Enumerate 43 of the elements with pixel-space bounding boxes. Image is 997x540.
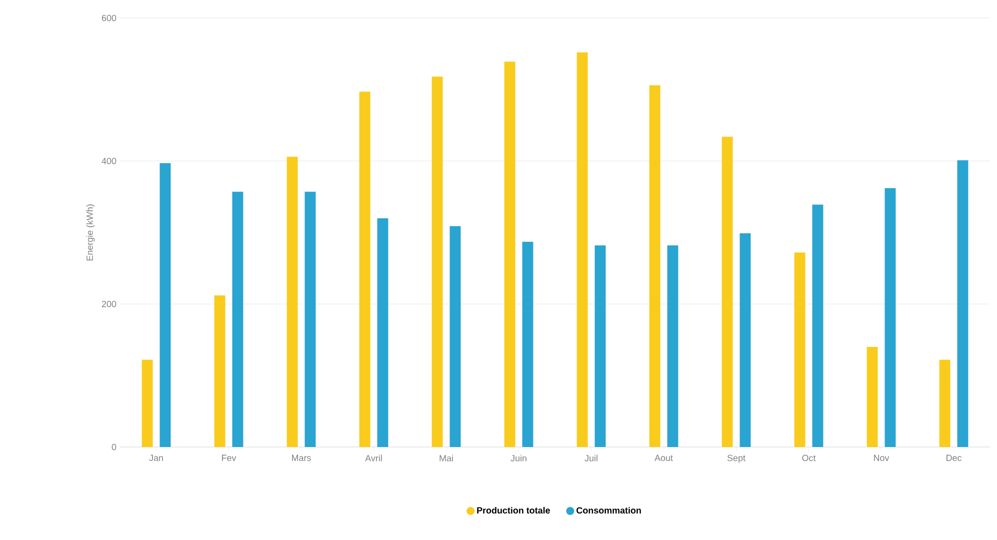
- x-tick-label: Jan: [149, 454, 163, 462]
- bar: [667, 245, 678, 447]
- y-tick-label: 600: [102, 14, 116, 22]
- x-tick-label: Dec: [946, 454, 962, 462]
- bar: [304, 192, 316, 447]
- x-tick-label: Juin: [510, 454, 526, 462]
- bar: [214, 295, 226, 447]
- bar: [722, 136, 733, 447]
- bar: [740, 233, 751, 447]
- bar: [649, 85, 660, 447]
- x-tick-label: Aout: [654, 454, 673, 462]
- bar: [812, 204, 824, 447]
- bar: [377, 218, 388, 447]
- x-tick-label: Fev: [222, 454, 236, 462]
- bar: [866, 346, 878, 447]
- x-tick-label: Mars: [292, 454, 311, 462]
- y-tick-label: 200: [102, 300, 116, 308]
- bar: [594, 245, 606, 447]
- bar: [142, 360, 153, 447]
- x-tick-label: Oct: [802, 454, 816, 462]
- bar: [884, 188, 896, 447]
- bar: [160, 163, 171, 447]
- bar: [450, 226, 461, 447]
- bar: [957, 160, 968, 447]
- legend-label: Production totale: [477, 506, 550, 514]
- bar: [794, 252, 806, 447]
- bar: [576, 52, 588, 447]
- bar: [504, 62, 516, 447]
- bar: [286, 156, 298, 447]
- bar: [939, 360, 950, 447]
- x-tick-label: Sept: [727, 454, 746, 463]
- x-tick-label: Nov: [874, 454, 890, 462]
- y-tick-label: 0: [112, 444, 116, 450]
- x-tick-label: Juil: [584, 454, 598, 462]
- bar: [522, 242, 534, 447]
- bar: [232, 192, 244, 447]
- y-tick-label: 400: [102, 158, 116, 164]
- bar: [432, 76, 443, 447]
- x-tick-label: Avril: [365, 454, 382, 462]
- y-axis-title: Energie (kWh): [86, 204, 95, 260]
- bar: [359, 92, 370, 447]
- legend-label: Consommation: [576, 506, 641, 514]
- x-tick-label: Mai: [440, 454, 453, 462]
